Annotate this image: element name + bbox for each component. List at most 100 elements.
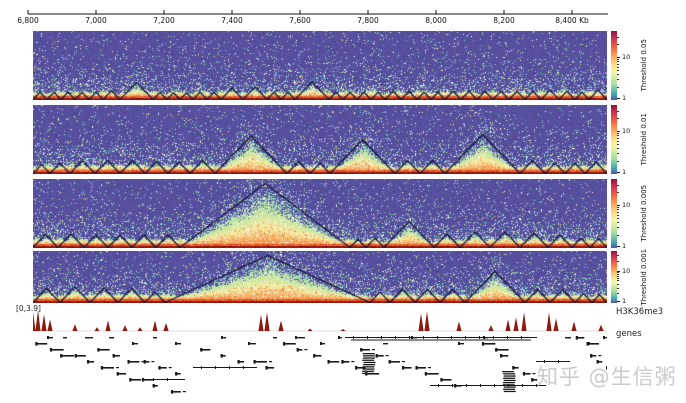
gene-model: [481, 343, 496, 345]
gene-model: [503, 375, 516, 377]
gene-model: [355, 367, 366, 369]
gene-model: [158, 367, 167, 369]
axis-tick-label: 7,600: [289, 16, 311, 25]
gene-model: [575, 337, 585, 339]
gene-model: [603, 336, 605, 339]
gene-model: [381, 336, 382, 339]
gene-model: [451, 336, 452, 339]
gene-model: [360, 348, 363, 352]
gene-model: [221, 336, 223, 339]
gene-model: [253, 361, 267, 363]
gene-model: [424, 372, 427, 376]
gene-model: [60, 354, 63, 358]
gene-model: [74, 355, 86, 357]
gene-model: [200, 349, 211, 351]
gene-model: [175, 343, 181, 345]
gene-model: [215, 366, 216, 369]
colorbar-gradient: [611, 251, 617, 303]
gene-model: [127, 360, 130, 364]
gene-model: [85, 337, 93, 339]
axis-tick-label: 8,200: [493, 16, 515, 25]
gene-model: [402, 367, 412, 369]
axis-tick-label: 7,400: [221, 16, 243, 25]
gene-model: [437, 336, 438, 339]
gene-model: [355, 366, 358, 370]
gene-model: [532, 373, 536, 375]
gene-model: [362, 353, 375, 355]
gene-model: [200, 348, 203, 352]
gene-model: [466, 384, 467, 387]
gene-model: [502, 371, 515, 373]
gene-model: [360, 349, 370, 351]
gene-model: [116, 373, 127, 375]
gene-model: [512, 366, 515, 370]
gene-model: [362, 370, 375, 372]
colorbar-tick-label: 1: [622, 241, 627, 250]
chip-track-label: H3K36me3: [616, 307, 664, 317]
gene-model: [383, 343, 388, 345]
axis-tick-label: 7,000: [85, 16, 107, 25]
gene-model: [590, 354, 593, 358]
gene-model: [167, 378, 168, 381]
gene-model: [558, 360, 559, 363]
watermark: 知乎 @生信粥: [537, 365, 677, 389]
gene-model: [145, 379, 185, 380]
gene-model: [295, 336, 297, 339]
gene-model: [97, 349, 110, 351]
gene-model: [362, 372, 375, 375]
gene-model: [388, 360, 391, 364]
gene-model: [481, 342, 485, 346]
gene-model: [129, 379, 142, 381]
gene-model: [282, 342, 286, 346]
gene-model: [503, 379, 516, 382]
axis-tick-label: 7,800: [357, 16, 379, 25]
gene-model: [536, 361, 570, 362]
gene-model: [115, 367, 119, 369]
gene-model: [575, 336, 578, 340]
gene-model: [375, 354, 378, 358]
gene-model: [327, 361, 340, 363]
colorbar-tick-label: 10: [622, 126, 631, 135]
colorbar-threshold-label: Threshold 0.001: [639, 248, 648, 306]
axis-tick-label: 6,800: [17, 16, 39, 25]
gene-model: [495, 349, 509, 351]
gene-model: [237, 361, 245, 363]
gene-model: [153, 337, 157, 339]
colorbar-tick-label: 10: [622, 200, 631, 209]
colorbar-tick-label: 10: [622, 52, 631, 61]
axis-tick-label: 7,200: [153, 16, 175, 25]
gene-model: [494, 384, 495, 387]
gene-model: [440, 379, 452, 381]
gene-model: [500, 354, 503, 358]
gene-model: [458, 342, 460, 345]
gene-model: [371, 349, 375, 351]
gene-model: [512, 367, 519, 369]
gene-model: [116, 372, 119, 376]
gene-model: [338, 336, 340, 339]
gene-model: [132, 343, 138, 345]
gene-model: [362, 357, 375, 359]
gene-model: [596, 360, 599, 364]
gene-model: [565, 337, 571, 339]
gene-model: [193, 367, 257, 368]
gene-model: [424, 373, 439, 375]
gene-model: [253, 360, 256, 364]
chip-peaks: [33, 310, 604, 331]
colorbar-threshold-label: Threshold 0.005: [639, 185, 648, 242]
gene-model: [100, 366, 104, 370]
gene-model: [86, 361, 95, 363]
gene-model: [507, 336, 508, 339]
gene-model: [454, 384, 457, 388]
hic-track-threshold-0.001: [33, 251, 607, 303]
gene-model: [385, 355, 389, 357]
gene-model: [175, 342, 177, 345]
gene-model: [313, 355, 322, 357]
hic-heatmap: [33, 179, 607, 248]
gene-model: [129, 378, 132, 382]
gene-model: [427, 367, 431, 369]
axis-tick-label: 8,000: [425, 16, 447, 25]
gene-model: [363, 364, 376, 366]
gene-model: [388, 361, 400, 363]
gene-model: [586, 343, 599, 345]
